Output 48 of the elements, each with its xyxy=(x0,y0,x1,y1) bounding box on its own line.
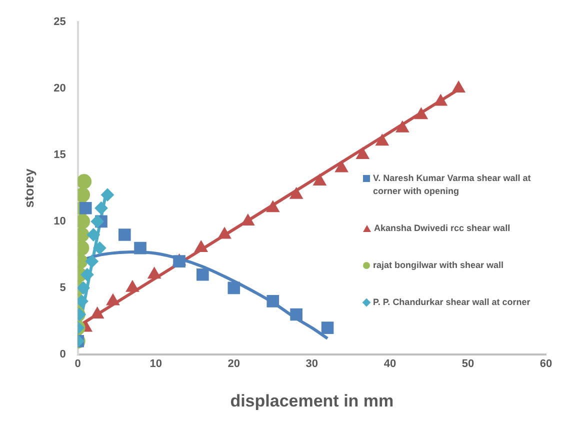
point xyxy=(196,268,209,281)
point xyxy=(290,308,302,321)
point xyxy=(80,268,94,282)
y-axis-title: storey xyxy=(21,168,36,208)
y-tick-label: 20 xyxy=(54,82,66,95)
point xyxy=(134,242,146,254)
x-tick-label: 40 xyxy=(384,358,396,370)
y-tick-label: 0 xyxy=(60,348,66,360)
point xyxy=(94,202,108,215)
point xyxy=(90,214,104,228)
point xyxy=(241,214,254,226)
point xyxy=(118,228,131,241)
point xyxy=(376,134,389,146)
legend-label: P. P. Chandurkar shear wall at corner xyxy=(373,296,530,309)
point xyxy=(321,322,334,334)
point xyxy=(313,174,326,186)
legend-label: Akansha Dwivedi rcc shear wall xyxy=(374,222,510,235)
x-tick-label: 60 xyxy=(540,358,552,370)
y-tick-label: 25 xyxy=(54,16,66,28)
point xyxy=(335,160,348,172)
point xyxy=(228,282,240,294)
x-tick-label: 20 xyxy=(228,358,240,370)
point xyxy=(100,188,114,202)
point xyxy=(452,80,466,92)
point xyxy=(148,267,161,279)
y-tick-label: 5 xyxy=(60,282,66,294)
point xyxy=(218,227,232,239)
point xyxy=(434,94,448,106)
point xyxy=(78,281,90,294)
point xyxy=(194,240,208,252)
point xyxy=(290,187,303,199)
x-tick-label: 10 xyxy=(150,358,162,370)
x-axis-title: displacement in mm xyxy=(230,391,394,410)
legend-label: V. Naresh Kumar Varma shear wall at corner with opening xyxy=(373,172,531,198)
y-tick-label: 15 xyxy=(54,148,66,161)
point xyxy=(85,254,98,268)
point xyxy=(93,242,106,255)
legend-label: rajat bongilwar with shear wall xyxy=(373,259,504,272)
point xyxy=(396,120,409,132)
point xyxy=(414,108,428,120)
x-tick-label: 30 xyxy=(306,358,318,370)
point xyxy=(86,228,100,242)
point xyxy=(266,295,280,308)
point xyxy=(356,147,370,159)
y-tick-label: 10 xyxy=(54,215,66,228)
x-tick-label: 0 xyxy=(74,358,81,370)
point xyxy=(266,200,280,212)
x-tick-label: 50 xyxy=(462,358,474,370)
